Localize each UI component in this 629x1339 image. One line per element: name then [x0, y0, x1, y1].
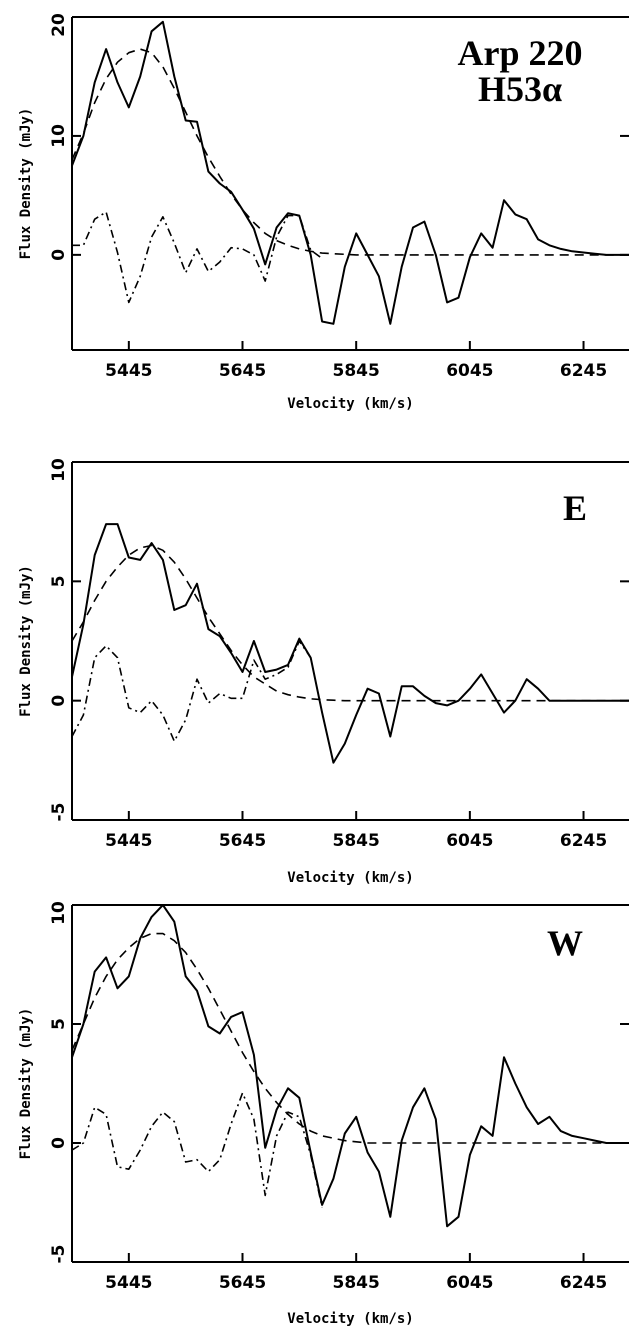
x-tick-label: 5845 [333, 1273, 380, 1293]
series-line-dashed [72, 544, 629, 702]
y-tick-label: 10 [49, 458, 69, 482]
x-tick-label: 6245 [560, 831, 607, 851]
x-tick-label: 6045 [446, 1273, 493, 1293]
x-tick-label: 6245 [560, 1273, 607, 1293]
x-tick-label: 5445 [105, 361, 152, 381]
y-tick-label: 5 [49, 575, 69, 587]
y-tick-label: 10 [49, 901, 69, 925]
series-line-dashed [72, 932, 629, 1144]
x-tick-label: 6045 [446, 361, 493, 381]
x-tick-label: 5445 [105, 831, 152, 851]
x-tick-label: 5445 [105, 1273, 152, 1293]
panel-label: Arp 220 [458, 33, 583, 73]
x-tick-label: 6245 [560, 361, 607, 381]
series-line-dashdot [72, 640, 312, 743]
y-tick-label: -5 [49, 1245, 69, 1264]
chart-panel-3: 5445 5645 5845 6045 6245 -5 0 5 10 Velocity (km/s… [18, 901, 629, 1327]
x-tick-label: 5645 [219, 831, 266, 851]
chart-panel-1: 5445 5645 5845 6045 6245 0 10 20 Velocity (km/s)… [18, 13, 629, 412]
y-axis-title: Flux Density (mJy) [18, 565, 34, 717]
x-axis-title: Velocity (km/s) [287, 1311, 413, 1327]
panel-label: E [563, 488, 587, 528]
series-line-dashdot [72, 1092, 323, 1208]
series-line-dashed [72, 48, 629, 256]
x-tick-label: 5645 [219, 1273, 266, 1293]
y-tick-label: 0 [49, 695, 69, 707]
x-tick-label: 5845 [333, 831, 380, 851]
x-axis-title: Velocity (km/s) [287, 870, 413, 886]
y-tick-label: 0 [49, 249, 69, 261]
chart-panel-2: 5445 5645 5845 6045 6245 -5 0 5 10 Velocity (km/s… [18, 458, 629, 886]
series-line-dashdot [72, 211, 323, 304]
y-axis-title: Flux Density (mJy) [18, 1008, 34, 1160]
series-line-solid [72, 905, 629, 1228]
x-tick-label: 5845 [333, 361, 380, 381]
series-group [72, 905, 629, 1228]
y-tick-label: 10 [49, 124, 69, 148]
y-tick-label: 0 [49, 1137, 69, 1149]
y-axis-title: Flux Density (mJy) [18, 108, 34, 260]
y-tick-label: 5 [49, 1018, 69, 1030]
series-line-solid [72, 523, 629, 764]
x-tick-label: 6045 [446, 831, 493, 851]
y-tick-label: 20 [49, 13, 69, 37]
x-axis-title: Velocity (km/s) [287, 396, 413, 412]
series-group [72, 523, 629, 764]
series-group [72, 20, 629, 325]
panel-label: W [547, 923, 583, 963]
panel-label: H53α [478, 69, 562, 109]
series-line-solid [72, 20, 629, 325]
x-tick-label: 5645 [219, 361, 266, 381]
y-tick-label: -5 [49, 803, 69, 822]
